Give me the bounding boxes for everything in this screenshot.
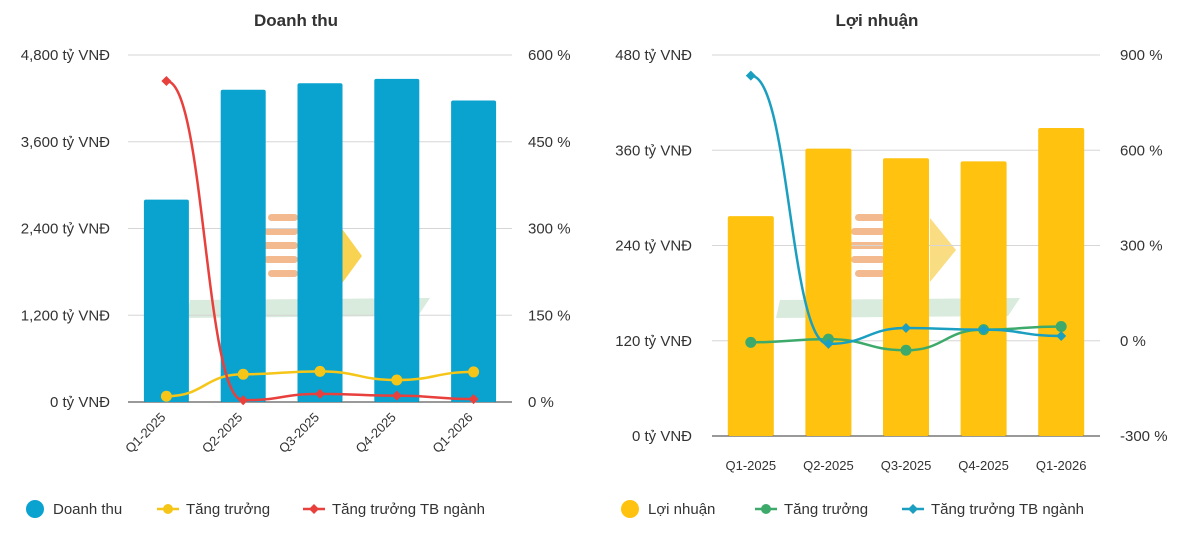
y-left-tick-label: 2,400 tỷ VNĐ (21, 221, 110, 238)
bar (805, 148, 852, 436)
series-point (238, 395, 249, 406)
x-tick-label: Q4-2025 (958, 458, 1009, 473)
legend-marker (761, 504, 771, 514)
legend: Lợi nhuận Tăng trưởng Tăng trưởng TB ngành (621, 500, 1084, 518)
y-right-tick-label: 600 % (1120, 142, 1163, 159)
y-left-tick-label: 480 tỷ VNĐ (615, 47, 692, 64)
x-tick-label: Q3-2025 (881, 458, 932, 473)
bar (960, 161, 1007, 437)
series-point (468, 394, 479, 405)
series-point (314, 365, 326, 377)
legend-marker (309, 504, 319, 514)
bar (220, 89, 266, 402)
bar (727, 216, 774, 436)
series-point (391, 390, 402, 401)
series-point (1055, 320, 1067, 332)
series-point (901, 323, 911, 334)
y-right-tick-label: 150 % (528, 307, 571, 324)
series-point (161, 76, 172, 87)
series-line (750, 74, 1062, 346)
series-point (315, 388, 325, 399)
bar (374, 78, 420, 402)
legend-label: Tăng trưởng (186, 501, 270, 518)
series-line (166, 79, 474, 402)
bar (883, 158, 929, 436)
y-left-tick-label: 0 tỷ VNĐ (50, 394, 110, 411)
legend-label: Tăng trưởng TB ngành (332, 501, 485, 518)
bar (451, 100, 497, 402)
y-left-tick-label: 360 tỷ VNĐ (615, 142, 692, 159)
y-right-tick-label: 450 % (528, 134, 571, 151)
y-left-tick-label: 3,600 tỷ VNĐ (21, 134, 110, 151)
bar (297, 83, 343, 402)
chart-profit: Lợi nhuận 0 tỷ VNĐ -300 % 120 tỷ VNĐ 0 % 240 … (615, 11, 1168, 518)
y-right-tick-label: 0 % (528, 394, 554, 411)
series-point (745, 336, 757, 348)
x-tick-label: Q2-2025 (199, 410, 245, 456)
x-tick-label: Q1-2025 (122, 410, 168, 456)
legend-marker (908, 504, 918, 514)
series-point (468, 366, 480, 378)
y-left-tick-label: 120 tỷ VNĐ (615, 333, 692, 350)
y-left-tick-label: 1,200 tỷ VNĐ (21, 307, 110, 324)
chart-revenue: Doanh thu 0 tỷ VNĐ 0 % 1,200 tỷ VNĐ 150 % 2,4… (21, 11, 571, 518)
y-left-tick-label: 240 tỷ VNĐ (615, 238, 692, 255)
x-tick-label: Q1-2025 (726, 458, 777, 473)
legend: Doanh thu Tăng trưởng Tăng trưởng TB ngành (26, 500, 485, 518)
y-right-tick-label: 300 % (528, 221, 571, 238)
legend-label: Lợi nhuận (648, 501, 715, 518)
series-point (978, 324, 989, 335)
legend-label: Tăng trưởng (784, 501, 868, 518)
series-point (823, 338, 834, 349)
y-right-tick-label: 0 % (1120, 333, 1146, 350)
legend-marker (163, 504, 173, 514)
y-right-tick-label: 900 % (1120, 47, 1163, 64)
legend-label: Tăng trưởng TB ngành (931, 501, 1084, 518)
x-tick-label: Q3-2025 (276, 410, 322, 456)
legend-label: Doanh thu (53, 501, 122, 518)
chart-title: Doanh thu (254, 11, 338, 30)
y-right-tick-label: 600 % (528, 47, 571, 64)
y-right-tick-label: -300 % (1120, 428, 1168, 445)
y-left-tick-label: 0 tỷ VNĐ (632, 428, 692, 445)
series-point (391, 374, 403, 386)
x-tick-label: Q2-2025 (803, 458, 854, 473)
x-tick-label: Q4-2025 (353, 410, 399, 456)
series-point (745, 70, 756, 81)
x-tick-label: Q1-2026 (1036, 458, 1087, 473)
bar (143, 199, 189, 402)
chart-title: Lợi nhuận (836, 11, 919, 30)
series-point (1056, 330, 1067, 341)
series-point (160, 390, 172, 402)
x-tick-label: Q1-2026 (429, 410, 475, 456)
series-point (900, 344, 912, 356)
series-point (237, 368, 249, 380)
legend-marker (621, 500, 639, 518)
y-right-tick-label: 300 % (1120, 238, 1163, 255)
y-left-tick-label: 4,800 tỷ VNĐ (21, 47, 110, 64)
legend-marker (26, 500, 44, 518)
bar (1038, 128, 1085, 436)
